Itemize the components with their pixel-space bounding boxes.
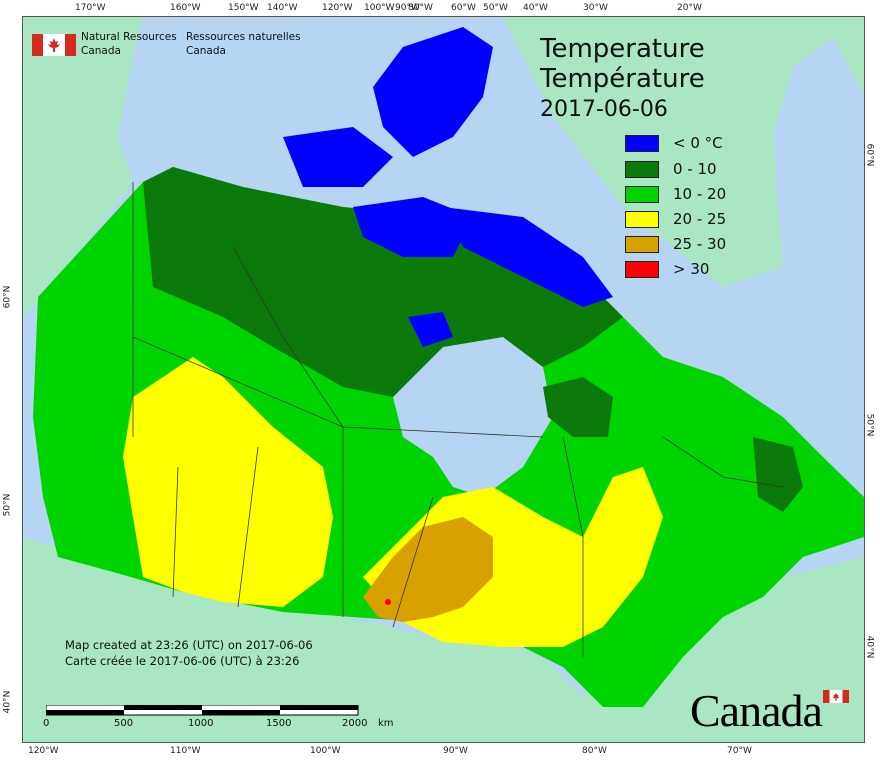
graticule-label: 60°N (864, 143, 875, 167)
zone-below-0 (373, 27, 493, 157)
alaska-land (23, 17, 143, 317)
zone-20-25-west (123, 357, 333, 607)
zone-0-10-east (543, 377, 613, 437)
legend-label: 25 - 30 (673, 235, 727, 253)
graticule-label: 170°W (75, 3, 106, 13)
graticule-label: 70°W (727, 746, 752, 756)
graticule-label: 90°W (395, 3, 420, 13)
legend-label: < 0 °C (673, 134, 723, 152)
zone-below-0-c (353, 197, 473, 257)
graticule-label: 120°W (28, 746, 59, 756)
canada-flag-icon (32, 34, 76, 56)
created-fr: Carte créée le 2017-06-06 (UTC) à 23:26 (65, 654, 300, 668)
graticule-label: 30°W (583, 3, 608, 13)
graticule-label: 60°N (2, 285, 13, 309)
zone-below-0-d (443, 207, 613, 307)
hudson-bay (393, 337, 553, 497)
greenland-land (503, 17, 864, 287)
legend-swatch (625, 160, 659, 178)
zone-25-30 (363, 517, 493, 622)
graticule-label: 40°N (864, 635, 875, 659)
scale-label-0: 0 (43, 718, 50, 729)
created-en: Map created at 23:26 (UTC) on 2017-06-06 (65, 638, 313, 652)
agency-en-line2: Canada (81, 45, 121, 57)
scale-label-1000: 1000 (188, 718, 214, 729)
graticule-label: 100°W (310, 746, 341, 756)
zone-0-10 (143, 167, 623, 397)
graticule-label: 40°N (2, 690, 13, 714)
graticule-label: 150°W (228, 3, 259, 13)
provincial-borders (132, 182, 784, 657)
legend-label: 0 - 10 (673, 160, 717, 178)
legend-label: 20 - 25 (673, 210, 727, 228)
agency-fr-line2: Canada (186, 45, 226, 57)
graticule-label: 80°W (582, 746, 607, 756)
legend-item: 25 - 30 (625, 235, 726, 253)
zone-below-0-b (283, 127, 393, 187)
zone-0-10-labrador (753, 437, 803, 512)
agency-en-line1: Natural Resources (81, 31, 177, 43)
agency-name-fr: Ressources naturelles Canada (186, 30, 301, 58)
legend-swatch (625, 210, 659, 228)
legend-item: 10 - 20 (625, 185, 726, 203)
graticule-label: 50°N (864, 413, 875, 437)
graticule-label: 90°W (443, 746, 468, 756)
scale-bar (46, 705, 359, 716)
scale-label-1500: 1500 (266, 718, 292, 729)
title-en: Temperature (540, 34, 705, 64)
title-fr: Température (540, 64, 705, 94)
graticule-label: 50°N (2, 493, 13, 517)
graticule-label: 40°W (523, 3, 548, 13)
legend-label: > 30 (673, 260, 710, 278)
graticule-label: 80°W (408, 3, 433, 13)
agency-fr-line1: Ressources naturelles (186, 31, 301, 43)
graticule-label: 110°W (170, 746, 201, 756)
legend-swatch (625, 260, 659, 278)
legend-swatch (625, 235, 659, 253)
scale-label-unit: km (378, 718, 394, 729)
scale-label-2000: 2000 (342, 718, 368, 729)
temperature-map[interactable] (23, 17, 864, 742)
legend-item: 0 - 10 (625, 160, 717, 178)
graticule-label: 20°W (677, 3, 702, 13)
legend-swatch (625, 185, 659, 203)
legend-label: 10 - 20 (673, 185, 727, 203)
graticule-label: 50°W (483, 3, 508, 13)
graticule-label: 60°W (451, 3, 476, 13)
graticule-label: 120°W (322, 3, 353, 13)
graticule-label: 160°W (170, 3, 201, 13)
zone-below-0-e (408, 312, 453, 347)
zone-above-30 (385, 599, 391, 605)
wordmark-flag-icon (823, 690, 849, 703)
legend-item: 20 - 25 (625, 210, 726, 228)
legend-swatch (625, 134, 659, 152)
scale-label-500: 500 (114, 718, 134, 729)
legend-item: < 0 °C (625, 134, 723, 152)
canada-wordmark: Canada (690, 685, 823, 736)
map-date: 2017-06-06 (540, 97, 668, 122)
graticule-label: 140°W (267, 3, 298, 13)
legend-item: > 30 (625, 260, 709, 278)
graticule-label: 100°W (364, 3, 395, 13)
map-frame (22, 16, 865, 743)
agency-name-en: Natural Resources Canada (81, 30, 177, 58)
